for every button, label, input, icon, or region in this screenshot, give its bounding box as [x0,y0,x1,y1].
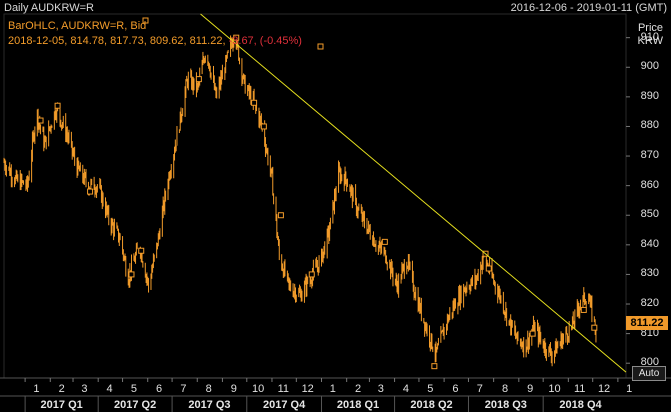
y-tick-label: 850 [640,208,659,221]
event-marker [381,238,388,245]
event-marker [233,34,240,41]
legend-anchor-marker [142,17,149,24]
event-marker [308,271,315,278]
event-marker [54,102,61,109]
event-marker [37,117,44,124]
event-marker [195,76,202,83]
x-tick-label: 9 [231,383,237,395]
x-tick-label: 1 [33,383,39,395]
y-tick-label: 910 [640,30,659,43]
x-tick-label: 5 [131,383,137,395]
grid-lines [3,13,630,379]
quarter-label: 2017 Q1 [41,399,83,411]
quarter-label: 2017 Q4 [263,399,306,411]
event-marker [580,306,587,313]
y-tick-label: 800 [640,356,659,369]
x-tick-label: 12 [598,383,610,395]
trendline [200,13,627,373]
quarter-label: 2017 Q3 [188,399,230,411]
y-tick-label: 890 [640,89,659,102]
auto-scale-button[interactable]: Auto [632,366,666,381]
legend-series: BarOHLC, AUDKRW=R, Bid [8,20,147,32]
y-tick-label: 840 [640,237,659,250]
x-tick-label: 5 [427,383,433,395]
x-tick-label: 10 [252,383,264,395]
event-marker [485,265,492,272]
legend-ohlc-values: 2018-12-05, 814.78, 817.73, 809.62, 811.… [8,35,226,47]
y-tick-label: 820 [640,297,659,310]
x-tick-label: 6 [452,383,458,395]
x-tick-label: 3 [378,383,384,395]
y-tick-label: 830 [640,267,659,280]
event-marker [591,324,598,331]
event-markers [37,34,598,370]
quarter-label: 2018 Q1 [337,399,379,411]
chart-title: Daily AUDKRW=R [4,2,94,14]
quarter-label: 2018 Q3 [485,399,527,411]
price-label: Price [637,22,663,34]
quarter-label: 2018 Q2 [410,399,452,411]
ohlc-series [3,35,597,367]
x-tick-label: 3 [81,383,87,395]
event-marker [260,123,267,130]
x-tick-label: 7 [477,383,483,395]
x-tick-label: 1 [626,383,632,395]
event-marker [128,271,135,278]
plot-frame [3,13,627,379]
last-price-badge: 811.22 [626,316,668,330]
price-axis-label: Price KRW [638,22,663,48]
event-marker [431,363,438,370]
x-tick-label: 6 [156,383,162,395]
x-tick-label: 4 [106,383,112,395]
currency-label: KRW [637,35,663,47]
legend-change: -3.67, (-0.45%) [225,35,302,47]
x-tick-label: 11 [278,383,289,395]
y-tick-label: 870 [640,149,659,162]
x-tick-label: 9 [527,383,533,395]
y-tick-label: 860 [640,178,659,191]
x-tick-label: 2 [355,383,361,395]
y-tick-label: 880 [640,119,659,132]
x-tick-label: 10 [548,383,560,395]
event-marker [87,188,94,195]
x-tick-label: 8 [206,383,212,395]
legend-values: 2018-12-05, 814.78, 817.73, 809.62, 811.… [8,35,302,47]
date-range: 2016-12-06 - 2019-01-11 (GMT) [510,2,667,14]
event-marker [277,212,284,219]
x-tick-label: 11 [574,383,585,395]
x-tick-label: 4 [403,383,409,395]
x-tick-label: 2 [59,383,65,395]
event-marker [138,247,145,254]
y-tick-label: 900 [640,60,659,73]
x-tick-label: 12 [302,383,314,395]
quarter-label: 2017 Q2 [114,399,156,411]
event-marker [251,99,258,106]
x-tick-label: 7 [180,383,186,395]
event-marker [529,330,536,337]
legend-anchor-marker [317,43,324,50]
x-tick-label: 1 [330,383,336,395]
quarter-label: 2018 Q4 [559,399,602,411]
x-tick-label: 8 [502,383,508,395]
